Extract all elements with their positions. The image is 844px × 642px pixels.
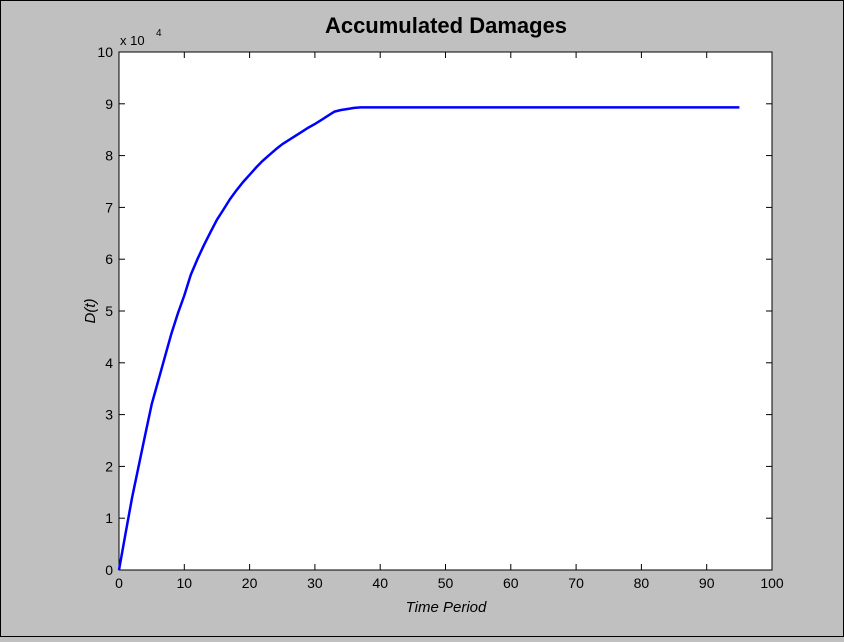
y-axis-label: D(t) — [82, 299, 99, 324]
y-tick-label: 2 — [105, 458, 113, 474]
x-axis-label: Time Period — [406, 599, 487, 616]
x-tick-label: 40 — [372, 575, 388, 591]
y-tick-label: 4 — [105, 355, 113, 371]
x-tick-label: 50 — [438, 575, 454, 591]
x-tick-label: 80 — [634, 575, 650, 591]
y-tick-labels: 0 1 2 3 4 5 6 7 8 9 10 — [97, 44, 113, 578]
x-tick-label: 10 — [177, 575, 193, 591]
x-tick-label: 0 — [115, 575, 123, 591]
y-tick-label: 9 — [105, 96, 113, 112]
y-tick-label: 1 — [105, 510, 113, 526]
y-multiplier-base: x 10 — [120, 33, 145, 48]
y-tick-label: 10 — [97, 44, 113, 60]
y-tick-label: 5 — [105, 303, 113, 319]
x-tick-label: 70 — [568, 575, 584, 591]
x-tick-label: 30 — [307, 575, 323, 591]
x-tick-label: 60 — [503, 575, 519, 591]
x-tick-label: 90 — [699, 575, 715, 591]
x-tick-labels: 0 10 20 30 40 50 60 70 80 90 100 — [115, 575, 784, 591]
y-tick-label: 6 — [105, 251, 113, 267]
series-line — [117, 106, 740, 571]
chart-title: Accumulated Damages — [325, 13, 567, 38]
plot-area — [118, 51, 773, 571]
y-tick-label: 7 — [105, 199, 113, 215]
y-tick-label: 0 — [105, 562, 113, 578]
y-tick-label: 3 — [105, 407, 113, 423]
y-multiplier-exponent: 4 — [156, 28, 162, 39]
y-tick-label: 8 — [105, 148, 113, 164]
x-tick-label: 20 — [242, 575, 258, 591]
x-tick-label: 100 — [760, 575, 784, 591]
